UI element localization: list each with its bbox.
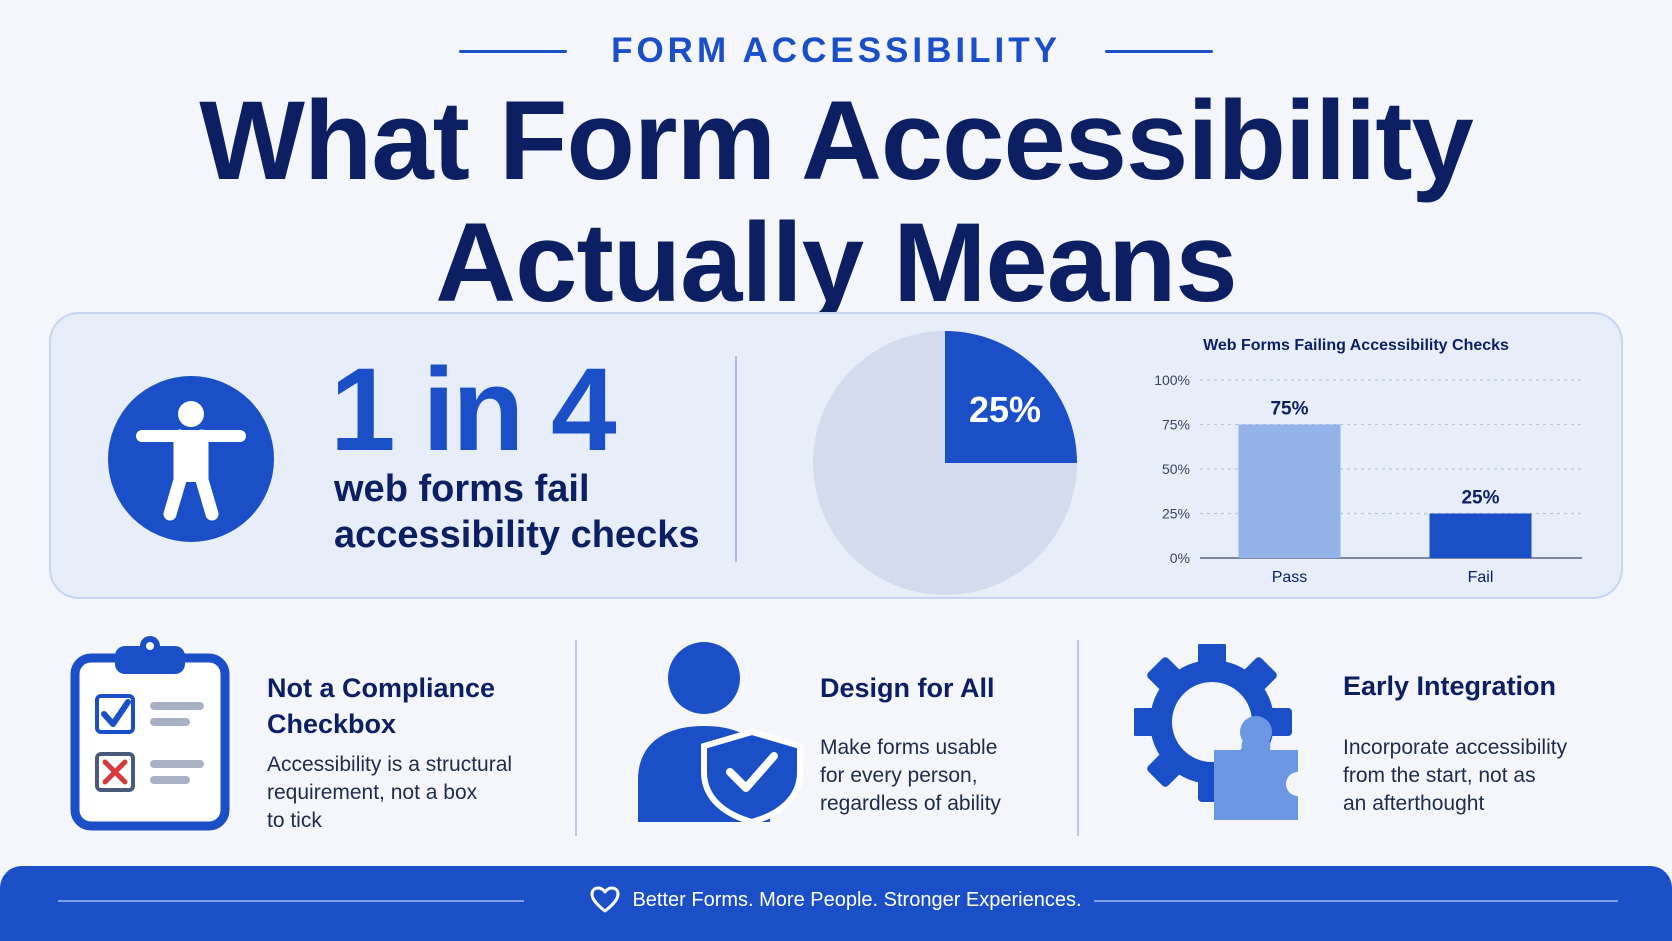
feature-3-desc-line3: an afterthought <box>1343 792 1485 815</box>
feature-divider-1 <box>575 640 577 836</box>
eyebrow-label: FORM ACCESSIBILITY <box>611 31 1061 70</box>
feature-1-desc-line3: to tick <box>267 809 322 832</box>
pie-slice-fail <box>945 331 1077 463</box>
clipboard-checklist-icon <box>70 636 230 831</box>
feature-3-title: Early Integration <box>1343 671 1557 701</box>
gear-puzzle-icon <box>1134 644 1310 820</box>
feature-2-desc-line2: for every person, <box>820 764 978 787</box>
stat-caption-line2: accessibility checks <box>334 514 700 556</box>
feature-3-desc-line1: Incorporate accessibility <box>1343 736 1568 759</box>
bar-chart: Web Forms Failing Accessibility Checks 0… <box>1154 337 1582 586</box>
footer-rule-left <box>58 900 524 902</box>
feature-1-title-line2: Checkbox <box>267 709 397 739</box>
bar-value-label: 75% <box>1270 399 1308 420</box>
feature-1-desc: Accessibility is a structural requiremen… <box>267 751 512 835</box>
bar-fail <box>1429 513 1532 558</box>
feature-2-title: Design for All <box>820 673 995 703</box>
y-tick-label: 50% <box>1162 461 1190 477</box>
feature-3-desc: Incorporate accessibility from the start… <box>1343 734 1567 818</box>
eyebrow-rule-left <box>459 49 568 53</box>
y-tick-label: 0% <box>1170 550 1190 566</box>
page-title-line1: What Form Accessibility <box>199 78 1474 203</box>
footer-tagline: Better Forms. More People. Stronger Expe… <box>632 888 1082 911</box>
y-tick-label: 25% <box>1162 506 1190 522</box>
feature-1-desc-line1: Accessibility is a structural <box>267 753 513 776</box>
y-tick-label: 75% <box>1162 417 1190 433</box>
feature-1-title: Not a Compliance Checkbox <box>267 670 495 742</box>
footer-rule-right <box>1094 900 1618 902</box>
feature-1-desc-line2: requirement, not a box <box>267 781 478 804</box>
feature-2-desc: Make forms usable for every person, rega… <box>820 734 1001 818</box>
pie-chart: 25% <box>813 331 1077 595</box>
big-stat: 1 in 4 <box>330 344 617 476</box>
feature-2-desc-line3: regardless of ability <box>820 792 1001 815</box>
eyebrow-rule-right <box>1104 49 1213 53</box>
page-title-line2: Actually Means <box>435 200 1237 325</box>
feature-1-title-line1: Not a Compliance <box>267 673 496 703</box>
feature-divider-2 <box>1077 640 1079 836</box>
stat-caption: web forms fail accessibility checks <box>334 466 699 558</box>
accessibility-person-icon <box>108 376 274 542</box>
bar-value-label: 25% <box>1461 488 1499 509</box>
feature-2-desc-line1: Make forms usable <box>820 736 998 759</box>
eyebrow: FORM ACCESSIBILITY <box>0 26 1672 76</box>
x-tick-label: Fail <box>1468 569 1494 586</box>
heart-icon <box>590 886 620 913</box>
y-tick-label: 100% <box>1154 372 1190 388</box>
page-title: What Form Accessibility Actually Means <box>0 80 1672 324</box>
panel-divider <box>735 356 737 562</box>
x-tick-label: Pass <box>1272 569 1308 586</box>
pie-slice-label: 25% <box>969 389 1041 430</box>
stat-caption-line1: web forms fail <box>334 468 590 510</box>
bar-pass <box>1238 424 1341 558</box>
footer-content: Better Forms. More People. Stronger Expe… <box>0 866 1672 934</box>
footer-banner: Better Forms. More People. Stronger Expe… <box>0 866 1672 941</box>
person-shield-icon <box>638 642 803 822</box>
chart-title: Web Forms Failing Accessibility Checks <box>1203 337 1509 354</box>
feature-3-desc-line2: from the start, not as <box>1343 764 1536 787</box>
